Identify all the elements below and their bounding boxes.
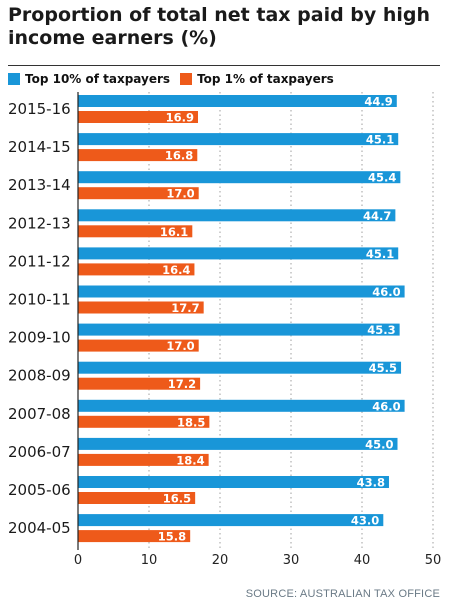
bar-top10 bbox=[78, 476, 389, 488]
data-label-top10: 43.8 bbox=[357, 476, 385, 490]
data-label-top1: 16.4 bbox=[162, 263, 190, 277]
x-tick-label: 20 bbox=[212, 553, 229, 568]
category-label: 2015-16 bbox=[8, 100, 71, 118]
data-label-top1: 16.9 bbox=[166, 111, 194, 125]
legend-swatch-top1 bbox=[180, 73, 193, 85]
bar-top1 bbox=[78, 453, 209, 466]
bar-top10 bbox=[78, 361, 402, 374]
bar-top1 bbox=[78, 301, 204, 314]
source-note: SOURCE: AUSTRALIAN TAX OFFICE bbox=[245, 588, 440, 600]
bar-top1 bbox=[78, 225, 193, 238]
legend-item-top1: Top 1% of taxpayers bbox=[180, 72, 334, 86]
category-label: 2006-07 bbox=[8, 443, 71, 461]
legend-label-top1: Top 1% of taxpayers bbox=[197, 72, 334, 86]
bar-top1 bbox=[78, 530, 191, 543]
bar-top1 bbox=[78, 339, 199, 352]
category-label: 2005-06 bbox=[8, 481, 71, 499]
category-label: 2008-09 bbox=[8, 367, 71, 385]
x-tick-label: 40 bbox=[354, 553, 371, 568]
data-label-top1: 17.0 bbox=[166, 339, 194, 353]
data-label-top10: 46.0 bbox=[372, 285, 400, 299]
legend-item-top10: Top 10% of taxpayers bbox=[8, 72, 170, 86]
data-label-top1: 17.2 bbox=[168, 377, 196, 391]
category-label: 2013-14 bbox=[8, 176, 71, 194]
bar-top1 bbox=[78, 187, 199, 200]
bar-top10 bbox=[78, 514, 384, 527]
data-label-top1: 16.1 bbox=[160, 225, 188, 239]
category-label: 2014-15 bbox=[8, 138, 71, 156]
data-label-top1: 18.5 bbox=[177, 415, 205, 429]
chart-title: Proportion of total net tax paid by high… bbox=[8, 4, 431, 49]
bar-top10 bbox=[78, 399, 405, 412]
bar-top10 bbox=[78, 95, 397, 107]
data-label-top10: 45.5 bbox=[369, 361, 397, 375]
bar-top10 bbox=[78, 209, 396, 222]
legend-swatch-top10 bbox=[8, 73, 20, 85]
category-label: 2009-10 bbox=[8, 329, 71, 347]
bar-top1 bbox=[78, 415, 210, 428]
bar-top10 bbox=[78, 323, 400, 336]
data-label-top10: 45.1 bbox=[366, 133, 394, 147]
x-tick-label: 10 bbox=[141, 553, 158, 568]
data-label-top10: 45.0 bbox=[365, 437, 393, 451]
data-label-top1: 16.8 bbox=[165, 149, 193, 163]
bar-top1 bbox=[78, 149, 198, 162]
bar-top1 bbox=[78, 492, 196, 504]
data-label-top10: 46.0 bbox=[372, 399, 400, 413]
data-label-top10: 43.0 bbox=[351, 514, 379, 528]
data-label-top1: 15.8 bbox=[158, 530, 186, 544]
bar-top10 bbox=[78, 247, 399, 260]
data-label-top10: 45.4 bbox=[368, 171, 396, 185]
bar-top10 bbox=[78, 133, 399, 146]
category-label: 2011-12 bbox=[8, 252, 71, 270]
bar-top10 bbox=[78, 285, 405, 298]
category-label: 2010-11 bbox=[8, 291, 71, 309]
category-label: 2012-13 bbox=[8, 214, 71, 232]
category-label: 2007-08 bbox=[8, 405, 71, 423]
data-label-top1: 17.7 bbox=[171, 301, 199, 315]
data-label-top10: 45.1 bbox=[366, 247, 394, 261]
legend: Top 10% of taxpayers Top 1% of taxpayers bbox=[8, 72, 344, 86]
bar-top1 bbox=[78, 377, 201, 390]
bar-top1 bbox=[78, 111, 198, 123]
data-label-top10: 44.7 bbox=[363, 209, 391, 223]
data-label-top1: 16.5 bbox=[163, 492, 191, 506]
legend-label-top10: Top 10% of taxpayers bbox=[25, 72, 171, 86]
data-label-top1: 17.0 bbox=[166, 187, 194, 201]
data-label-top10: 44.9 bbox=[364, 95, 392, 109]
x-tick-label: 30 bbox=[283, 553, 300, 568]
title-divider bbox=[8, 65, 440, 66]
x-tick-label: 0 bbox=[74, 553, 82, 568]
bar-top10 bbox=[78, 171, 401, 184]
data-label-top10: 45.3 bbox=[367, 323, 395, 337]
data-label-top1: 18.4 bbox=[176, 453, 204, 467]
bar-top10 bbox=[78, 437, 398, 450]
x-tick-label: 50 bbox=[425, 553, 442, 568]
category-label: 2004-05 bbox=[8, 519, 71, 537]
bar-top1 bbox=[78, 263, 195, 276]
